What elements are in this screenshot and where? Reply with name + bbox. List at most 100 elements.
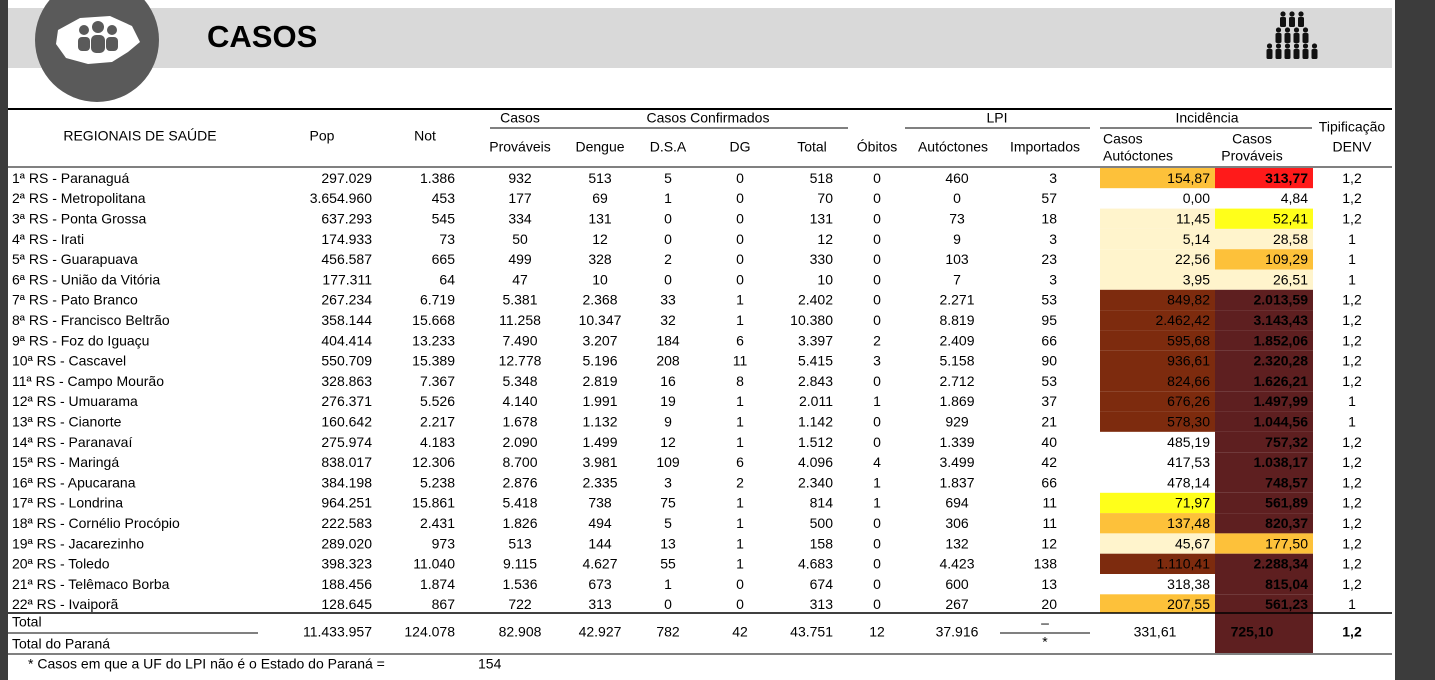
cell-value: 131: [588, 210, 612, 226]
people-icon: [78, 21, 118, 53]
cell-value: 936,61: [1167, 353, 1210, 369]
column-heading: Dengue: [575, 139, 624, 155]
cell-value: 0,00: [1183, 190, 1210, 206]
cell-value: 0: [736, 190, 744, 206]
cell-value: 5: [664, 515, 672, 531]
cell-value: 313: [810, 596, 834, 612]
region-name: 2ª RS - Metropolitana: [12, 190, 146, 206]
cell-value: 3: [873, 353, 881, 369]
incidence-cell: [1215, 310, 1313, 331]
incidence-cell: [1100, 249, 1215, 270]
cell-value: 13: [1041, 576, 1057, 592]
title: CASOS: [207, 19, 317, 54]
incidence-cell: [1100, 208, 1215, 229]
cell-value: 4: [873, 454, 881, 470]
cell-value: 1,2: [1342, 332, 1362, 348]
person-body: [1284, 49, 1291, 59]
cell-value: 2.876: [502, 474, 537, 490]
cell-value: 267.234: [321, 292, 372, 308]
incidence-cell: [1215, 249, 1313, 270]
column-heading: Casos: [1103, 131, 1143, 147]
cell-value: 11: [733, 353, 748, 369]
cell-value: 45,67: [1175, 535, 1210, 551]
cell-value: 0: [873, 170, 881, 186]
column-heading: Not: [414, 128, 436, 144]
cell-value: 21: [1041, 413, 1057, 429]
right-border: [1395, 0, 1435, 680]
cell-value: 1.497,99: [1254, 393, 1309, 409]
incidence-cell: [1215, 289, 1313, 311]
cell-value: 4.683: [798, 556, 833, 572]
cell-value: 2.340: [798, 474, 833, 490]
cell-value: 1.339: [939, 434, 974, 450]
incidence-cell: [1215, 269, 1313, 290]
region-name: 6ª RS - União da Vitória: [12, 271, 160, 287]
cell-value: 11: [1042, 495, 1057, 511]
cell-value: 1: [873, 495, 881, 511]
header-band: [8, 8, 1392, 68]
cell-value: 313: [588, 596, 612, 612]
total-value: 42: [732, 624, 748, 640]
incidence-cell: [1215, 553, 1313, 574]
incidence-cell: [1215, 208, 1313, 229]
cell-value: 478,14: [1167, 474, 1210, 490]
cell-value: 6: [736, 332, 744, 348]
cell-value: 1,2: [1342, 515, 1362, 531]
person-body: [1275, 49, 1282, 59]
column-heading: Total: [797, 139, 827, 155]
column-heading: Autóctones: [1103, 148, 1173, 164]
region-name: 12ª RS - Umuarama: [12, 393, 138, 409]
column-heading: Prováveis: [489, 139, 550, 155]
cell-value: 8.700: [502, 454, 537, 470]
cell-value: 3.654.960: [310, 190, 372, 206]
cell-value: 0: [873, 312, 881, 328]
person-body: [1298, 17, 1304, 27]
incidence-cell: [1215, 513, 1313, 534]
cell-value: 0: [736, 170, 744, 186]
cell-value: 1: [736, 515, 744, 531]
cell-value: 10.380: [790, 312, 833, 328]
person-head: [1284, 43, 1291, 49]
total-value: 82.908: [499, 624, 542, 640]
region-name: 22ª RS - Ivaiporã: [12, 596, 119, 612]
cell-value: 128.645: [321, 596, 372, 612]
cell-value: 0: [664, 210, 672, 226]
cell-value: 2: [873, 332, 881, 348]
cell-value: 0: [664, 596, 672, 612]
incidence-cell: [1215, 330, 1313, 351]
cell-value: 208: [656, 353, 680, 369]
cell-value: 513: [588, 170, 612, 186]
incidence-cell: [1100, 431, 1215, 453]
cell-value: 1: [873, 474, 881, 490]
person-head: [1289, 11, 1295, 17]
cell-value: 1: [664, 576, 672, 592]
cell-value: 2.431: [420, 515, 455, 531]
total-value: 782: [656, 624, 680, 640]
cell-value: 11.258: [499, 312, 541, 328]
left-border: [0, 0, 8, 680]
incidence-cell: [1100, 350, 1215, 371]
cell-value: 0: [873, 190, 881, 206]
cell-value: 184: [656, 332, 680, 348]
cell-value: 10: [592, 271, 608, 287]
total-label: Total: [12, 614, 42, 630]
cell-value: 2.011: [799, 393, 833, 409]
cell-value: 103: [945, 251, 969, 267]
cell-value: 70: [817, 190, 833, 206]
person-body: [1289, 17, 1295, 27]
cell-value: 674: [810, 576, 834, 592]
cell-value: 4.096: [798, 454, 833, 470]
person-head: [1302, 43, 1309, 49]
column-heading: Tipificação: [1319, 119, 1386, 135]
person-head: [1275, 43, 1282, 49]
cell-value: 1: [736, 413, 744, 429]
cell-value: 5.526: [420, 393, 455, 409]
column-heading: Incidência: [1175, 110, 1238, 126]
cell-value: 2.819: [582, 373, 617, 389]
cell-value: 8: [736, 373, 744, 389]
cell-value: 2.402: [798, 292, 833, 308]
cell-value: 12.306: [412, 454, 455, 470]
cell-value: 50: [512, 231, 528, 247]
incidence-cell: [1215, 371, 1313, 392]
